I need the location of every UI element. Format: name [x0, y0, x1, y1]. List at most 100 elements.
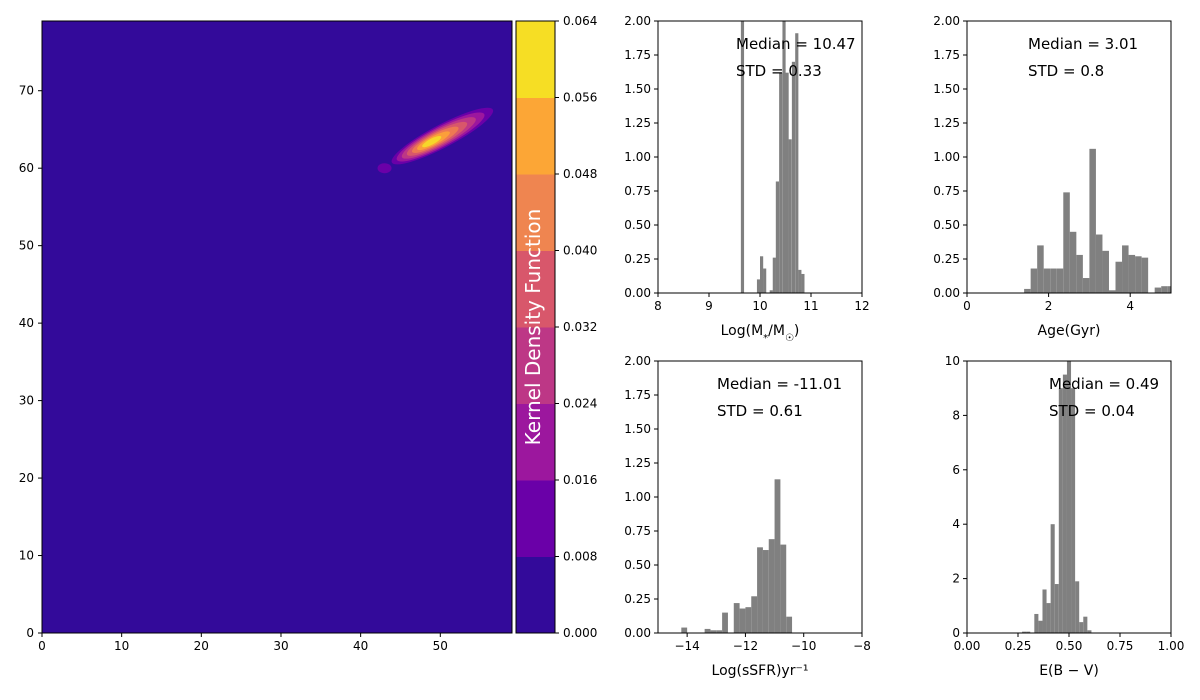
- colorbar-segment: [516, 403, 555, 481]
- x-tick-label: 1.00: [1158, 639, 1185, 653]
- stellar-mass-hist-x-ticks: 8 9 10 11 12: [654, 293, 870, 313]
- kde-x-tick-label: 30: [273, 639, 288, 653]
- kde-x-ticks: 0 10 20 30 40 50: [38, 633, 448, 653]
- kde-x-tick-label: 40: [353, 639, 368, 653]
- y-tick-label: 2.00: [624, 14, 651, 28]
- hist-bar: [775, 181, 779, 293]
- hist-bar: [1056, 268, 1064, 293]
- hist-bar: [745, 607, 752, 633]
- hist-bar: [733, 603, 740, 633]
- x-tick-label: −8: [853, 639, 871, 653]
- hist-bar: [1087, 630, 1092, 633]
- hist-bar: [757, 547, 763, 633]
- hist-bar: [779, 72, 783, 294]
- hist-bar: [1075, 581, 1080, 633]
- hist-bar: [1026, 631, 1031, 633]
- kde-density-contours: [377, 107, 494, 174]
- hist-bar: [762, 550, 769, 633]
- colorbar-segment: [516, 21, 555, 98]
- kde-y-tick-label: 50: [19, 239, 34, 253]
- hist-bar: [716, 630, 723, 633]
- x-tick-label: −10: [791, 639, 816, 653]
- y-tick-label: 2: [952, 572, 960, 586]
- colorbar-tick-label: 0.048: [563, 167, 597, 181]
- kde-y-ticks: 0 10 20 30 40 50 60 70: [19, 84, 42, 640]
- hist-bar: [774, 479, 781, 633]
- y-tick-label: 8: [952, 408, 960, 422]
- stellar-mass-hist-bars: [740, 21, 805, 294]
- x-tick-label: 12: [854, 299, 869, 313]
- median-annotation: Median = 0.49: [1049, 375, 1159, 393]
- hist-bar: [1167, 286, 1171, 293]
- kde-y-tick-label: 40: [19, 316, 34, 330]
- y-tick-label: 1.25: [933, 116, 960, 130]
- hist-bar: [1083, 616, 1088, 633]
- colorbar-segment: [516, 250, 555, 328]
- median-annotation: Median = -11.01: [717, 375, 842, 393]
- stellar-mass-hist-background: [658, 21, 862, 293]
- hist-bar: [751, 596, 758, 633]
- colorbar-label: Kernel Density Function: [521, 209, 545, 446]
- y-tick-label: 1.25: [624, 456, 651, 470]
- hist-bar: [780, 544, 787, 633]
- y-tick-label: 1.75: [624, 388, 651, 402]
- x-tick-label: −14: [674, 639, 699, 653]
- ebv-hist-bars: [1022, 361, 1092, 633]
- x-tick-label: 0.00: [954, 639, 981, 653]
- hist-bar: [1022, 631, 1027, 633]
- hist-bar: [1095, 234, 1103, 293]
- hist-bar: [1058, 388, 1063, 633]
- x-tick-label: 9: [705, 299, 713, 313]
- hist-bar: [1089, 148, 1096, 293]
- hist-bar: [798, 269, 802, 293]
- std-annotation: STD = 0.04: [1049, 402, 1135, 420]
- kde-x-tick-label: 0: [38, 639, 46, 653]
- colorbar-segment: [516, 480, 555, 557]
- colorbar-tick-label: 0.040: [563, 244, 597, 258]
- x-tick-label: 11: [803, 299, 818, 313]
- hist-bar: [1030, 268, 1038, 293]
- y-tick-label: 0.75: [624, 184, 651, 198]
- hist-bar: [1054, 584, 1059, 633]
- y-tick-label: 0.25: [933, 252, 960, 266]
- colorbar-segment: [516, 174, 555, 251]
- hist-bar: [791, 61, 796, 293]
- x-tick-label: 2: [1045, 299, 1053, 313]
- y-tick-label: 0.00: [624, 626, 651, 640]
- y-tick-label: 0: [952, 626, 960, 640]
- hist-bar: [763, 268, 767, 293]
- hist-bar: [740, 21, 745, 293]
- hist-bar: [1050, 524, 1055, 633]
- hist-bar: [1042, 589, 1047, 633]
- y-tick-label: 4: [952, 517, 960, 531]
- hist-bar: [1037, 245, 1044, 293]
- y-tick-label: 1.50: [624, 82, 651, 96]
- hist-bar: [739, 608, 746, 633]
- x-tick-label: 0: [963, 299, 971, 313]
- hist-bar: [1076, 254, 1083, 293]
- hist-bar: [1082, 278, 1090, 293]
- stellar-mass-hist: 8 9 10 11 12 0.00 0.25 0.50 0.75 1.00 1.25 1.50 1.75…: [624, 14, 869, 344]
- colorbar-tick-label: 0.000: [563, 626, 597, 640]
- x-tick-label: 0.50: [1056, 639, 1083, 653]
- ebv-hist-y-ticks: 0 2 4 6 8 10: [945, 354, 967, 640]
- hist-bar: [710, 630, 717, 633]
- hist-bar: [1038, 620, 1043, 633]
- colorbar-segment: [516, 327, 555, 404]
- ssfr-hist-bars: [681, 479, 793, 633]
- histogram-panels: 8 9 10 11 12 0.00 0.25 0.50 0.75 1.00 1.25 1.50 1.75…: [624, 14, 1184, 679]
- x-axis-label: Age(Gyr): [1038, 323, 1101, 339]
- x-tick-label: 0.25: [1005, 639, 1032, 653]
- kde-y-tick-label: 30: [19, 394, 34, 408]
- kde-tail: [377, 163, 392, 174]
- y-tick-label: 0.25: [624, 252, 651, 266]
- colorbar-segment: [516, 556, 555, 634]
- hist-bar: [1063, 192, 1070, 293]
- hist-bar: [788, 139, 792, 293]
- x-tick-label: 8: [654, 299, 662, 313]
- colorbar-tick-label: 0.024: [563, 397, 597, 411]
- ssfr-hist: −14 −12 −10 −8 0.00 0.25 0.50 0.75 1.00 1.25 1.50 1…: [624, 354, 871, 679]
- x-tick-label: 10: [752, 299, 767, 313]
- hist-bar: [1115, 261, 1123, 293]
